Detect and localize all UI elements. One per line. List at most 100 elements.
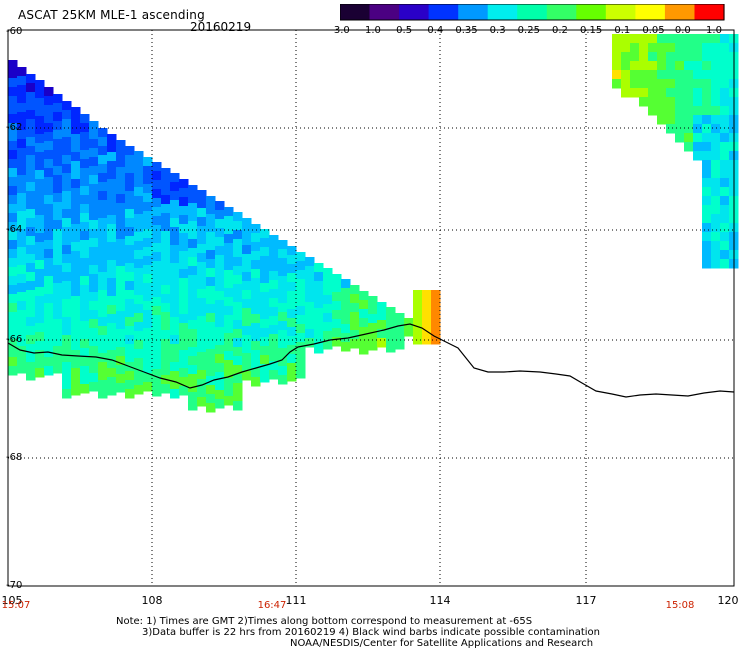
swath-cell xyxy=(161,330,171,340)
swath-cell xyxy=(711,133,721,143)
swath-cell xyxy=(720,196,730,206)
swath-cell xyxy=(657,61,667,71)
swath-cell xyxy=(8,240,18,250)
swath-cell xyxy=(44,249,54,259)
swath-cell xyxy=(62,209,72,219)
swath-cell xyxy=(233,392,243,402)
swath-cell xyxy=(206,313,216,323)
swath-cell xyxy=(80,321,90,331)
swath-cell xyxy=(89,382,99,392)
swath-cell xyxy=(639,88,649,98)
swath-cell xyxy=(179,386,189,396)
swath-cell xyxy=(720,241,730,251)
swath-cell xyxy=(233,320,243,330)
swath-cell xyxy=(89,346,99,356)
swath-cell xyxy=(287,273,297,283)
swath-cell xyxy=(17,193,27,203)
swath-cell xyxy=(143,328,153,338)
swath-cell xyxy=(107,260,117,270)
swath-cell xyxy=(278,240,288,250)
swath-cell xyxy=(233,311,243,321)
swath-cell xyxy=(62,164,72,174)
swath-cell xyxy=(62,263,72,273)
swath-cell xyxy=(197,316,207,326)
colorbar-swatch xyxy=(428,4,459,20)
swath-cell xyxy=(44,303,54,313)
swath-cell xyxy=(62,353,72,363)
swath-cell xyxy=(17,94,27,104)
swath-cell xyxy=(53,184,63,194)
swath-cell xyxy=(224,306,234,316)
swath-cell xyxy=(359,345,369,355)
swath-cell xyxy=(215,318,225,328)
swath-cell xyxy=(242,263,252,273)
swath-cell xyxy=(720,133,730,143)
swath-cell xyxy=(179,206,189,216)
swath-cell xyxy=(711,61,721,71)
swath-cell xyxy=(134,277,144,287)
swath-cell xyxy=(71,386,81,396)
swath-cell xyxy=(179,323,189,333)
swath-cell xyxy=(161,222,171,232)
swath-cell xyxy=(152,324,162,334)
swath-cell xyxy=(116,374,126,384)
swath-cell xyxy=(80,276,90,286)
swath-cell xyxy=(35,224,45,234)
swath-cell xyxy=(98,137,108,147)
swath-cell xyxy=(188,311,198,321)
swath-cell xyxy=(260,247,270,257)
swath-cell xyxy=(711,160,721,170)
swath-cell xyxy=(350,312,360,322)
swath-cell xyxy=(711,79,721,89)
swath-cell xyxy=(62,317,72,327)
swath-cell xyxy=(720,151,730,161)
swath-cell xyxy=(161,285,171,295)
swath-cell xyxy=(35,215,45,225)
swath-cell xyxy=(314,281,324,291)
swath-cell xyxy=(197,280,207,290)
swath-cell xyxy=(711,142,721,152)
swath-cell xyxy=(98,236,108,246)
swath-cell xyxy=(188,212,198,222)
swath-cell xyxy=(107,143,117,153)
swath-cell xyxy=(359,291,369,301)
swath-cell xyxy=(26,173,36,183)
swath-cell xyxy=(8,69,18,79)
swath-cell xyxy=(702,142,712,152)
swath-cell xyxy=(251,269,261,279)
swath-cell xyxy=(80,312,90,322)
swath-cell xyxy=(161,339,171,349)
swath-cell xyxy=(98,164,108,174)
swath-cell xyxy=(224,378,234,388)
swath-cell xyxy=(8,87,18,97)
swath-cell xyxy=(17,184,27,194)
swath-cell xyxy=(53,319,63,329)
swath-cell xyxy=(161,213,171,223)
swath-cell xyxy=(107,341,117,351)
swath-cell xyxy=(53,229,63,239)
swath-cell xyxy=(233,401,243,411)
swath-cell xyxy=(684,43,694,53)
swath-cell xyxy=(8,96,18,106)
swath-cell xyxy=(89,364,99,374)
swath-cell xyxy=(134,232,144,242)
swath-cell xyxy=(89,283,99,293)
swath-cell xyxy=(35,332,45,342)
swath-cell xyxy=(152,360,162,370)
swath-cell xyxy=(260,274,270,284)
swath-cell xyxy=(62,272,72,282)
swath-cell xyxy=(206,349,216,359)
swath-cell xyxy=(233,257,243,267)
swath-cell xyxy=(242,308,252,318)
swath-cell xyxy=(630,52,640,62)
swath-cell xyxy=(143,220,153,230)
swath-cell xyxy=(350,285,360,295)
swath-cell xyxy=(125,272,135,282)
swath-cell xyxy=(71,152,81,162)
swath-cell xyxy=(161,303,171,313)
swath-cell xyxy=(251,251,261,261)
swath-cell xyxy=(26,299,36,309)
swath-cell xyxy=(206,295,216,305)
swath-cell xyxy=(702,151,712,161)
swath-cell xyxy=(278,321,288,331)
